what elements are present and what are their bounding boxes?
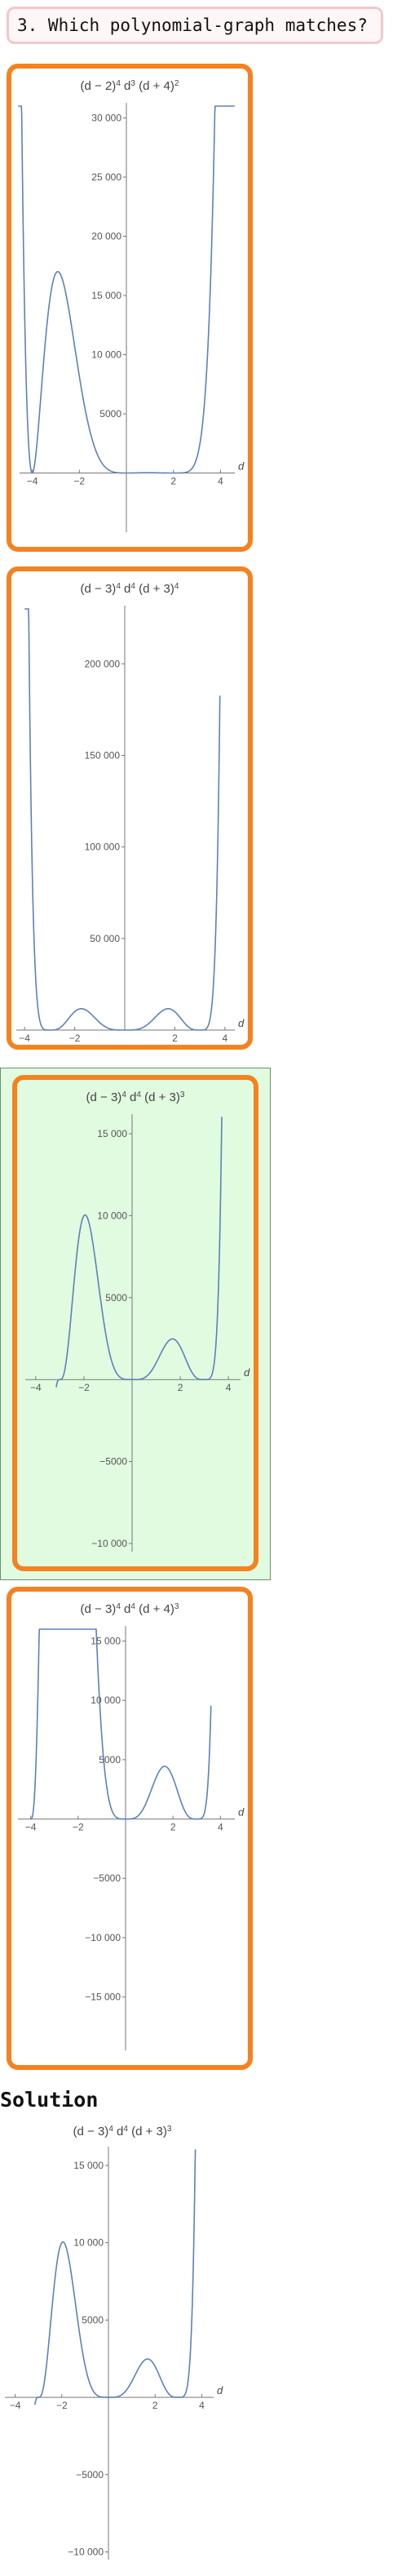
y-tick-label: 15 000 — [91, 1636, 121, 1647]
y-tick-label: 15 000 — [73, 2160, 104, 2171]
y-tick-label: −10 000 — [85, 1932, 121, 1943]
series-line — [34, 2149, 196, 2405]
graph-option-3: (d − 3)4 d4 (d + 3)3 d −4 −2 2 4 −10 000 −5000 5… — [25, 1090, 250, 1552]
chart-title: (d − 2)4 d3 (d + 4)2 — [81, 79, 179, 94]
x-tick-label: 4 — [199, 2400, 205, 2411]
x-tick-label: −4 — [27, 476, 38, 487]
y-tick-label: 150 000 — [85, 749, 121, 761]
series-line — [55, 1117, 223, 1388]
answer-option-2[interactable]: (d − 3)4 d4 (d + 3)4 d −4 −2 2 4 50 000 100 000… — [7, 566, 253, 1050]
x-tick-label: −4 — [25, 1822, 37, 1833]
x-axis-label: d — [238, 1017, 245, 1029]
y-tick-label: 10 000 — [97, 1210, 127, 1221]
question-banner: 3. Which polynomial-graph matches? — [7, 7, 383, 44]
answer-option-4[interactable]: (d − 3)4 d4 (d + 4)3 d −4 −2 2 4 −15 000 −10 00… — [7, 1587, 253, 2070]
x-tick-label: −4 — [30, 1382, 42, 1393]
chart-title: (d − 3)4 d4 (d + 3)3 — [73, 2125, 172, 2139]
solution-graph: (d − 3)4 d4 (d + 3)3 d −4 −2 2 4 −10 000 −5000 5… — [5, 2125, 223, 2560]
x-tick-label: −2 — [73, 1822, 84, 1833]
x-tick-label: 2 — [152, 2400, 158, 2411]
x-tick-label: −2 — [78, 1382, 90, 1393]
x-axis-label: d — [238, 460, 245, 473]
y-tick-label: 20 000 — [91, 231, 121, 242]
graph-option-2: (d − 3)4 d4 (d + 3)4 d −4 −2 2 4 50 000 100 000… — [16, 582, 245, 1044]
y-tick-label: 25 000 — [91, 171, 121, 183]
x-tick-label: 2 — [178, 1382, 183, 1393]
answer-option-3[interactable]: (d − 3)4 d4 (d + 3)3 d −4 −2 2 4 −10 000 −5000 5… — [12, 1075, 258, 1571]
y-tick-label: 5000 — [105, 1292, 127, 1304]
chart-title: (d − 3)4 d4 (d + 4)3 — [81, 1602, 179, 1617]
y-tick-label: 30 000 — [91, 113, 121, 124]
x-tick-label: −2 — [73, 476, 85, 487]
x-axis-label: d — [217, 2384, 223, 2396]
series-line — [30, 1628, 212, 1820]
chart-title: (d − 3)4 d4 (d + 3)4 — [81, 582, 179, 597]
x-tick-label: 4 — [218, 476, 223, 487]
x-tick-label: −4 — [10, 2400, 21, 2411]
y-tick-label: −10 000 — [91, 1538, 127, 1549]
x-tick-label: −4 — [19, 1033, 30, 1044]
y-tick-label: 10 000 — [91, 1694, 121, 1706]
series-line — [18, 105, 235, 474]
y-tick-label: 15 000 — [91, 290, 121, 301]
graph-option-1: (d − 2)4 d3 (d + 4)2 d −4 −2 2 4 5000 10 000 15 … — [18, 79, 245, 532]
y-tick-label: 200 000 — [85, 658, 121, 669]
y-tick-label: 50 000 — [90, 933, 120, 944]
x-tick-label: 2 — [170, 476, 176, 487]
y-tick-label: −5000 — [99, 1456, 127, 1468]
y-tick-label: 15 000 — [97, 1128, 127, 1139]
chart-title: (d − 3)4 d4 (d + 3)3 — [86, 1090, 185, 1105]
x-tick-label: 4 — [223, 1033, 228, 1044]
y-tick-label: −5000 — [76, 2469, 104, 2481]
x-axis-label: d — [238, 1806, 245, 1819]
y-tick-label: −5000 — [93, 1872, 121, 1884]
x-tick-label: −2 — [56, 2400, 68, 2411]
solution-heading: Solution — [0, 2088, 99, 2112]
y-tick-label: 10 000 — [73, 2237, 104, 2249]
y-tick-label: 5000 — [82, 2314, 104, 2325]
y-tick-label: −10 000 — [68, 2547, 104, 2558]
x-tick-label: 2 — [172, 1033, 178, 1044]
graph-option-4: (d − 3)4 d4 (d + 4)3 d −4 −2 2 4 −15 000 −10 00… — [18, 1602, 245, 2050]
y-tick-label: −15 000 — [85, 1992, 121, 2003]
x-tick-label: 4 — [218, 1822, 223, 1833]
x-tick-label: −2 — [69, 1033, 81, 1044]
x-axis-label: d — [244, 1366, 250, 1379]
y-tick-label: 5000 — [99, 408, 121, 420]
y-tick-label: 100 000 — [85, 842, 121, 853]
x-tick-label: 4 — [226, 1382, 232, 1393]
y-tick-label: 5000 — [99, 1754, 121, 1765]
x-tick-label: 2 — [170, 1822, 176, 1833]
y-tick-label: 10 000 — [91, 349, 121, 361]
series-line — [24, 608, 221, 1031]
answer-option-1[interactable]: (d − 2)4 d3 (d + 4)2 d −4 −2 2 4 5000 10 000 15 … — [7, 64, 253, 552]
correct-answer-highlight: (d − 3)4 d4 (d + 3)3 d −4 −2 2 4 −10 000 −5000 5… — [0, 1068, 271, 1580]
question-text: 3. Which polynomial-graph matches? — [17, 16, 368, 35]
